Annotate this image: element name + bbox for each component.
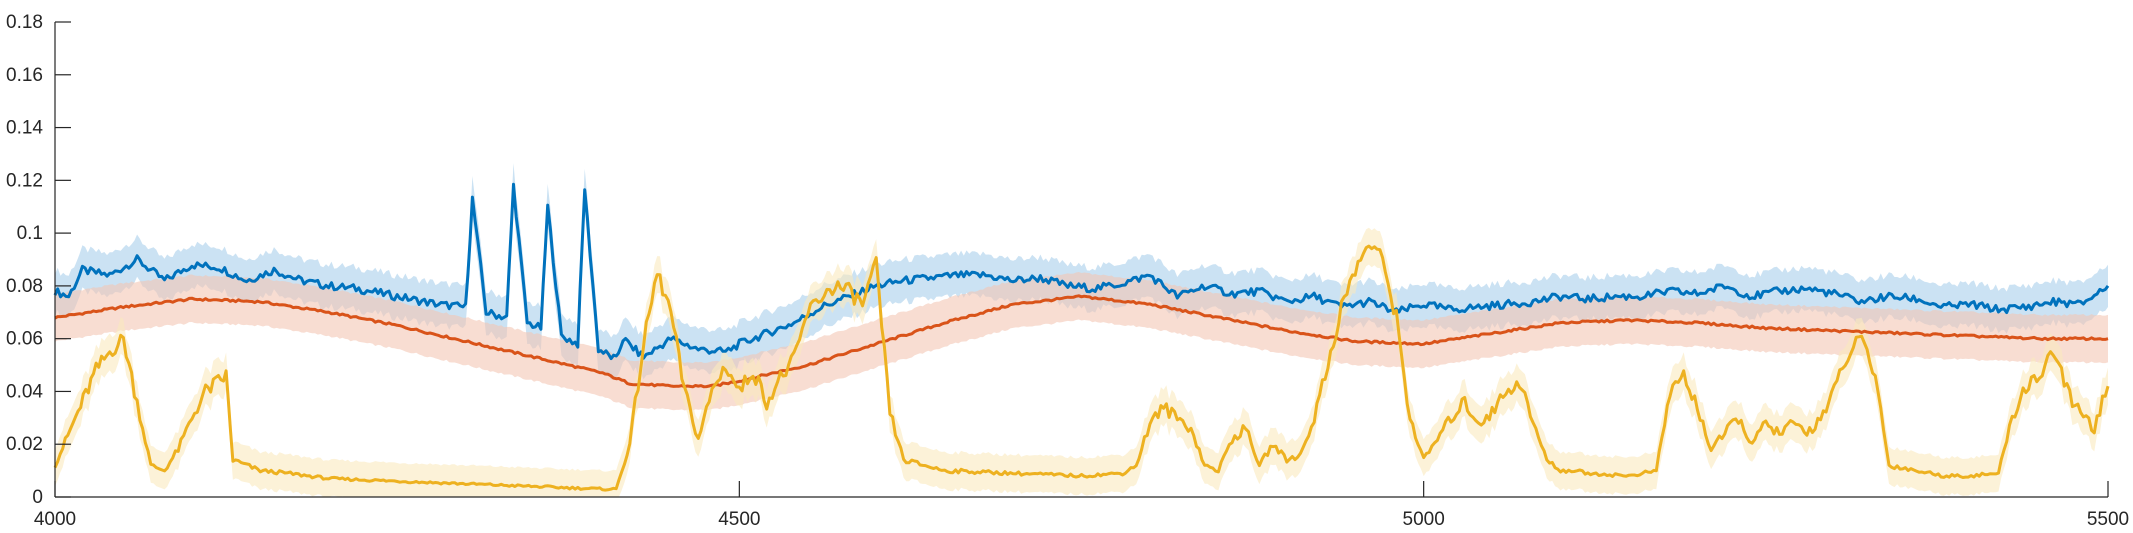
x-tick-label: 4500 (718, 509, 760, 530)
y-tick-label: 0.04 (6, 381, 43, 402)
y-tick-label: 0.02 (6, 434, 43, 455)
y-tick-label: 0.16 (6, 65, 43, 86)
x-tick-label: 5000 (1403, 509, 1445, 530)
series-1-line (53, 182, 2110, 361)
series-1-band (55, 163, 2108, 380)
series-2-line (54, 294, 2109, 389)
y-tick-label: 0 (32, 487, 43, 508)
series-2-band (55, 272, 2108, 411)
y-tick-label: 0.14 (6, 118, 43, 139)
y-tick-label: 0.08 (6, 276, 43, 297)
series-3-line (53, 244, 2110, 492)
y-tick-label: 0.06 (6, 329, 43, 350)
x-tick-label: 4000 (34, 509, 76, 530)
y-tick-label: 0.12 (6, 170, 43, 191)
y-tick-label: 0.18 (6, 12, 43, 33)
axes: 0 0.02 0.04 0.06 0.08 0.1 0.12 0.14 0.16 0.18 4000… (6, 12, 2129, 530)
x-tick-label: 5500 (2087, 509, 2129, 530)
series-lines (53, 182, 2110, 492)
y-tick-label: 0.1 (17, 223, 43, 244)
